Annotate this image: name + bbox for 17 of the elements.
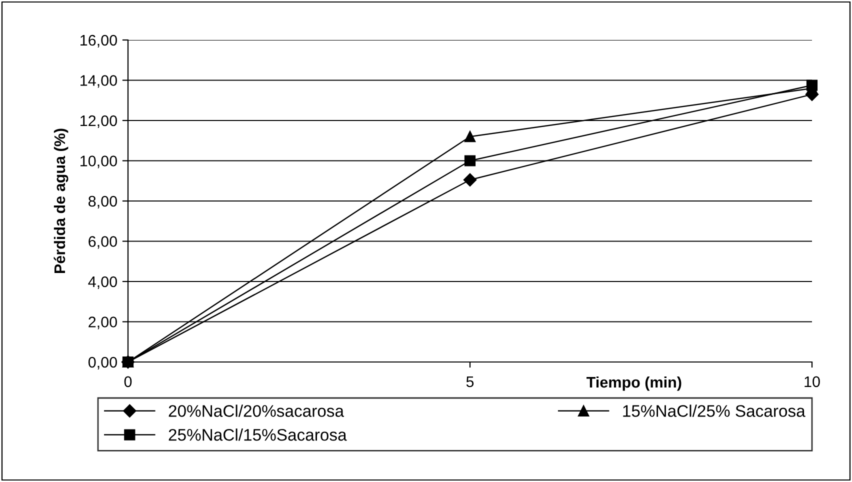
legend-label: 20%NaCl/20%sacarosa <box>168 404 344 417</box>
y-tick-label: 4,00 <box>88 276 117 289</box>
y-axis-title: Pérdida de agua (%) <box>54 128 68 273</box>
y-tick-label: 10,00 <box>80 156 117 168</box>
y-tick-label: 16,00 <box>80 34 117 48</box>
x-axis-title: Tiempo (min) <box>586 376 682 391</box>
y-tick-label: 2,00 <box>88 316 117 330</box>
y-tick-label: 14,00 <box>80 75 117 88</box>
y-tick-label: 0,00 <box>88 356 117 370</box>
y-tick-label: 6,00 <box>88 236 117 249</box>
legend-label: 25%NaCl/15%Sacarosa <box>168 428 347 441</box>
x-tick-label: 0 <box>124 376 132 388</box>
x-tick-label: 5 <box>466 376 474 388</box>
y-tick-label: 12,00 <box>80 115 117 128</box>
y-tick-label: 8,00 <box>88 196 117 208</box>
legend-label: 15%NaCl/25% Sacarosa <box>623 404 806 417</box>
x-tick-label: 10 <box>804 376 820 388</box>
